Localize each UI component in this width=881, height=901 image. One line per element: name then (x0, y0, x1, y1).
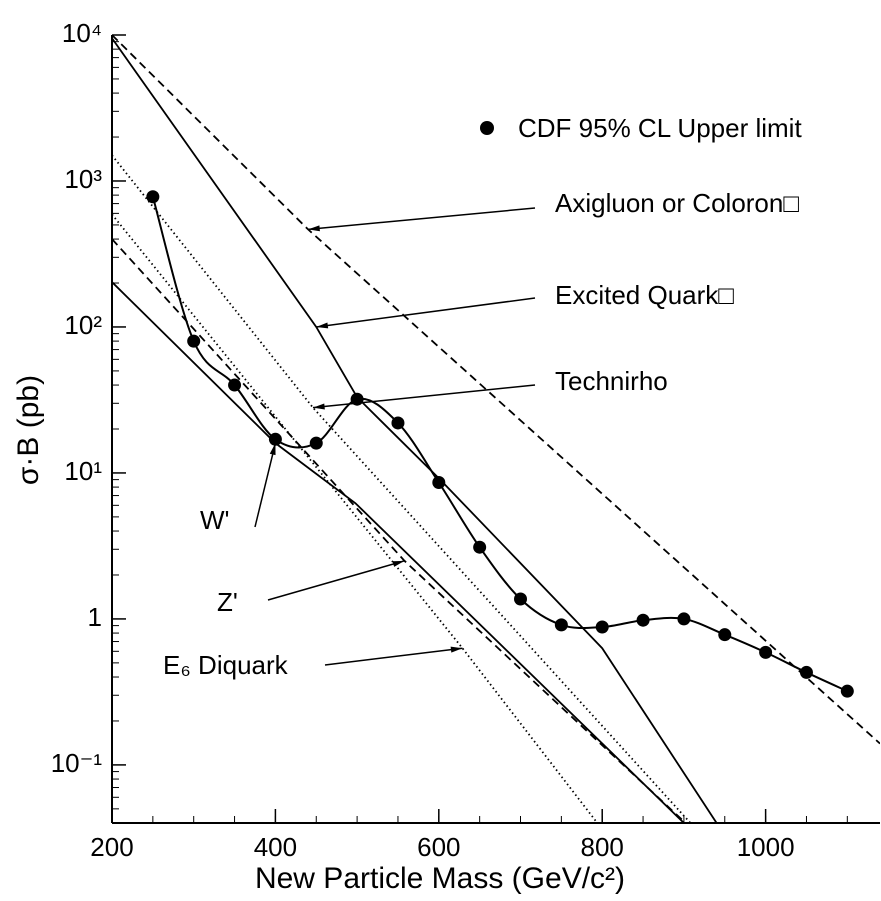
annotation-arrow (324, 647, 463, 666)
limit-curve (151, 196, 848, 693)
limit-point (759, 645, 773, 659)
annotation-arrow (267, 560, 405, 601)
annotation-arrow (308, 207, 536, 231)
arrow-head (269, 443, 276, 456)
limit-point (473, 540, 487, 554)
annotation-label: E₆ Diquark (163, 650, 289, 680)
arrow-head (450, 646, 463, 653)
arrow-head (316, 322, 329, 329)
limit-point (595, 620, 609, 634)
y-tick-label: 10⁻¹ (51, 748, 103, 778)
limit-point (391, 416, 405, 430)
theory-curve (112, 154, 692, 823)
theory-curve (112, 37, 718, 823)
annotation-label: Axigluon or Coloron□ (555, 188, 799, 218)
annotation-label: Z' (217, 587, 238, 617)
y-tick-label: 10³ (64, 164, 102, 194)
x-tick-label: 600 (417, 832, 460, 862)
y-axis-label: σ·B (pb) (12, 375, 45, 485)
limit-point (268, 432, 282, 446)
y-tick-label: 1 (88, 602, 102, 632)
limit-point (309, 436, 323, 450)
limit-point (228, 378, 242, 392)
arrow-head (392, 560, 405, 567)
arrow-head (312, 403, 325, 410)
x-tick-label: 400 (254, 832, 297, 862)
x-tick-label: 800 (581, 832, 624, 862)
y-tick-label: 10² (64, 310, 102, 340)
limit-point (432, 476, 446, 490)
legend-marker (480, 121, 494, 135)
limit-point (677, 612, 691, 626)
annotation-arrow (254, 442, 277, 528)
x-tick-label: 200 (90, 832, 133, 862)
theory-curve (112, 281, 685, 823)
limit-point (554, 618, 568, 632)
theory-curve (112, 238, 687, 823)
limit-point (636, 613, 650, 627)
x-axis-label: New Particle Mass (GeV/c²) (255, 862, 625, 895)
limit-point (514, 592, 528, 606)
annotation-label: W' (200, 505, 230, 535)
limit-point (718, 628, 732, 642)
arrow-head (308, 225, 320, 232)
theory-curve (112, 35, 880, 745)
theory-curve (112, 213, 599, 823)
annotation-arrow (312, 384, 536, 409)
legend-label: CDF 95% CL Upper limit (518, 113, 802, 143)
limit-point (187, 334, 201, 348)
annotation-label: Technirho (555, 366, 668, 396)
y-tick-label: 10⁴ (62, 18, 102, 48)
y-tick-label: 10¹ (64, 456, 102, 486)
limit-point (146, 190, 160, 204)
annotation-label: Excited Quark□ (555, 280, 734, 310)
x-tick-label: 1000 (737, 832, 795, 862)
limit-point (840, 684, 854, 698)
annotation-arrow (316, 297, 536, 328)
